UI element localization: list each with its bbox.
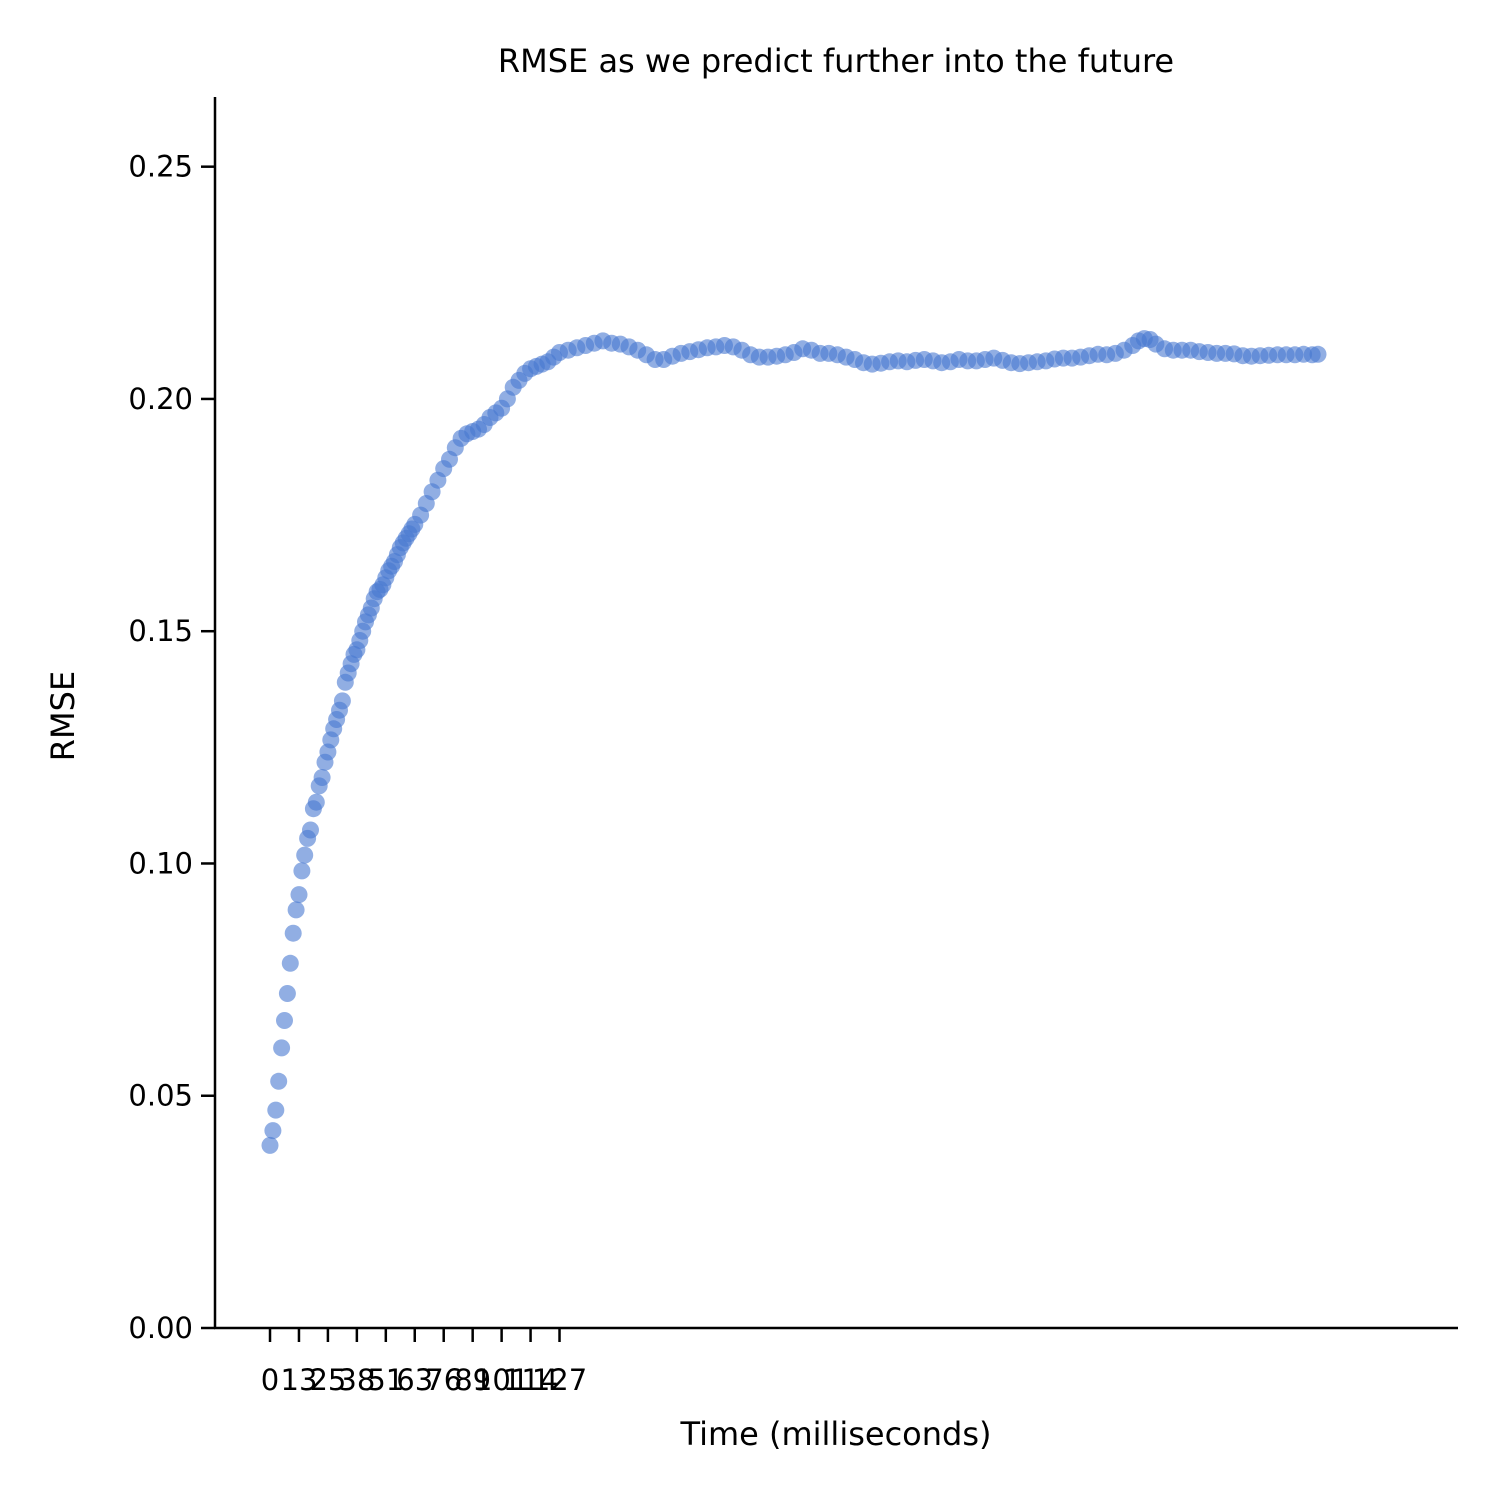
data-point: [333, 692, 351, 710]
y-tick-label: 0.15: [128, 614, 193, 648]
x-axis-label: Time (milliseconds): [680, 1415, 992, 1453]
data-point: [296, 846, 314, 864]
data-point: [313, 769, 331, 786]
data-point: [264, 1122, 282, 1140]
x-tick-label: 25: [309, 1363, 346, 1397]
y-ticks: 0.00 0.05 0.10 0.15 0.20 0.25: [128, 150, 215, 1345]
data-point: [284, 924, 302, 942]
data-point: [307, 793, 325, 811]
x-tick-label: 38: [338, 1363, 375, 1397]
data-point: [267, 1101, 285, 1119]
data-point: [287, 901, 305, 919]
x-tick-label: 101: [474, 1363, 529, 1397]
scatter-points: [261, 330, 1327, 1154]
y-tick-label: 0.00: [128, 1311, 193, 1345]
x-tick-label: 76: [425, 1363, 462, 1397]
data-point: [276, 1012, 293, 1029]
x-tick-label: 127: [532, 1363, 587, 1397]
data-point: [302, 821, 319, 839]
data-point: [278, 985, 296, 1002]
x-tick-label: 0: [261, 1363, 279, 1397]
data-point: [290, 886, 308, 904]
data-point: [261, 1136, 279, 1154]
x-tick-label: 89: [454, 1363, 491, 1397]
data-point: [273, 1039, 291, 1057]
x-tick-label: 13: [281, 1363, 318, 1397]
x-tick-label: 114: [503, 1363, 558, 1397]
chart-title: RMSE as we predict further into the futu…: [498, 42, 1174, 80]
y-axis-label: RMSE: [44, 671, 82, 761]
data-point: [281, 954, 299, 972]
y-tick-label: 0.20: [128, 382, 193, 416]
y-tick-label: 0.10: [128, 846, 193, 880]
y-tick-label: 0.05: [128, 1079, 193, 1113]
data-point: [270, 1072, 288, 1090]
x-tick-label: 63: [396, 1363, 433, 1397]
x-tick-label: 51: [367, 1363, 404, 1397]
y-tick-label: 0.25: [128, 150, 193, 184]
data-point: [1309, 345, 1327, 363]
data-point: [293, 862, 311, 880]
